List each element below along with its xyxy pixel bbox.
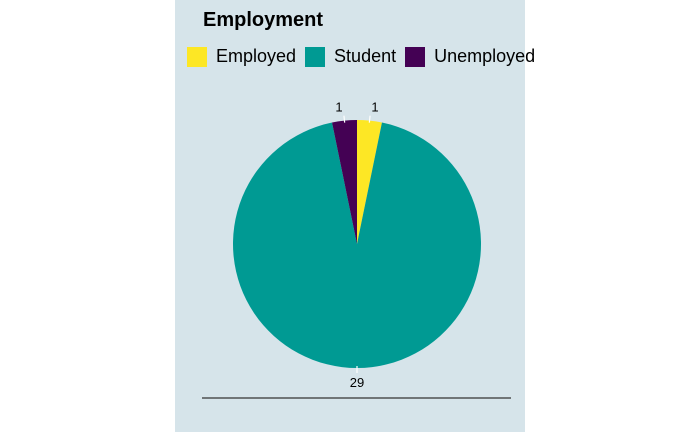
label-tick-unemployed <box>343 115 346 123</box>
legend-label-unemployed: Unemployed <box>434 46 536 66</box>
data-label-employed: 1 <box>371 100 378 115</box>
legend: Employed Student Unemployed <box>187 45 544 68</box>
legend-swatch-student <box>305 46 326 67</box>
legend-swatch-unemployed <box>405 46 426 67</box>
pie-slice-employed <box>357 120 382 244</box>
label-tick-employed <box>368 115 371 123</box>
pie-slices <box>232 120 481 368</box>
legend-label-student: Student <box>334 46 397 66</box>
pie-slice-unemployed <box>332 120 357 244</box>
legend-swatch-employed <box>187 46 207 67</box>
legend-title: Employment <box>203 9 324 31</box>
legend-item-employed: Employed <box>187 46 296 67</box>
label-ticks <box>343 115 371 373</box>
data-label-student: 29 <box>350 375 364 390</box>
pie-slice-student <box>232 122 481 368</box>
legend-item-student: Student <box>305 46 396 67</box>
legend-item-unemployed: Unemployed <box>405 46 535 67</box>
legend-label-employed: Employed <box>216 46 297 66</box>
data-label-unemployed: 1 <box>335 100 342 115</box>
data-labels: 1 29 1 <box>335 100 378 390</box>
